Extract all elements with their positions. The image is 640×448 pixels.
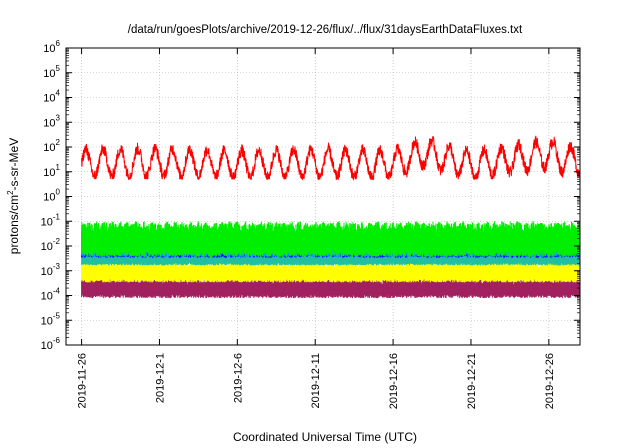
y-tick-label-base: 10 (43, 142, 55, 154)
flux-series-band (81, 276, 581, 299)
plot-frame (65, 47, 581, 346)
y-tick-label-exp: -5 (53, 311, 61, 320)
y-axis-label: protons/cm2-s-sr-MeV (6, 138, 21, 254)
y-tick-label-exp: -1 (53, 212, 61, 221)
y-axis-label-base: protons/cm (7, 195, 21, 254)
y-tick-label-exp: 2 (56, 138, 61, 147)
y-tick-label-base: 10 (43, 68, 55, 80)
y-tick-label-base: 10 (43, 43, 55, 55)
y-tick-label: 101 (43, 163, 60, 179)
flux-series-band (81, 221, 581, 257)
y-tick-label: 100 (43, 188, 60, 204)
y-tick-label-exp: 4 (56, 89, 61, 98)
flux-series-band (81, 250, 581, 266)
y-tick-label-base: 10 (43, 192, 55, 204)
y-tick-label-exp: 6 (56, 39, 61, 48)
chart-title: /data/run/goesPlots/archive/2019-12-26/f… (128, 24, 523, 36)
x-tick-label: 2019-12-21 (466, 353, 478, 409)
flux-series-line (81, 135, 581, 181)
x-tick-label: 2019-12-6 (232, 353, 244, 403)
x-axis-label: Coordinated Universal Time (UTC) (233, 430, 417, 444)
y-tick-label-base: 10 (41, 340, 53, 352)
y-tick-label-base: 10 (41, 241, 53, 253)
y-tick-label-exp: 0 (56, 188, 61, 197)
y-tick-label-base: 10 (41, 315, 53, 327)
y-tick-label-base: 10 (41, 266, 53, 278)
y-axis: 10610510410310210110010-110-210-310-410-… (41, 39, 580, 352)
y-tick-label-exp: -2 (53, 237, 61, 246)
y-tick-label-exp: -6 (53, 336, 61, 345)
y-tick-label: 10-1 (41, 212, 61, 228)
y-tick-label: 104 (43, 89, 60, 105)
y-tick-label-base: 10 (43, 167, 55, 179)
grid-lines (66, 48, 580, 345)
y-tick-label-exp: 3 (56, 113, 61, 122)
x-tick-label: 2019-11-26 (77, 353, 89, 408)
series-group (81, 135, 581, 299)
y-tick-label-base: 10 (43, 93, 55, 105)
flux-series-band (81, 261, 581, 283)
y-tick-label: 103 (43, 113, 60, 129)
x-tick-label: 2019-12-11 (310, 353, 322, 408)
y-tick-label-exp: 5 (56, 64, 61, 73)
y-tick-label-base: 10 (41, 291, 53, 303)
y-tick-label: 105 (43, 64, 60, 80)
y-tick-label: 102 (43, 138, 60, 154)
y-tick-label: 10-5 (41, 311, 61, 327)
y-tick-label: 10-6 (41, 336, 61, 352)
x-tick-label: 2019-12-16 (388, 353, 400, 409)
y-tick-label: 10-3 (41, 262, 61, 278)
y-tick-label: 106 (43, 39, 60, 55)
x-tick-label: 2019-12-26 (544, 353, 556, 409)
y-tick-label-exp: -3 (53, 262, 61, 271)
y-tick-label-base: 10 (41, 216, 53, 228)
y-tick-label: 10-4 (41, 287, 61, 303)
y-tick-label-exp: 1 (56, 163, 61, 172)
y-axis-label-rest: -s-sr-MeV (7, 138, 21, 191)
y-tick-label: 10-2 (41, 237, 61, 253)
y-tick-label-base: 10 (43, 117, 55, 129)
x-tick-label: 2019-12-1 (154, 353, 166, 403)
y-tick-label-exp: -4 (53, 287, 61, 296)
x-axis: 2019-11-26 2019-12-1 2019-12-6 2019-12-11 20… (77, 48, 556, 409)
y-axis-label-sup: 2 (6, 190, 15, 195)
